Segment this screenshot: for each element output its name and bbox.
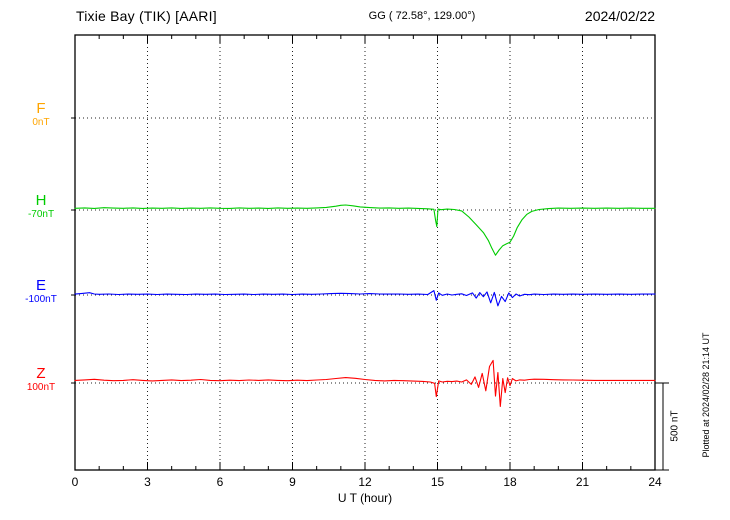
x-tick-label: 9 [289, 475, 296, 489]
x-axis-title: U T (hour) [337, 491, 393, 505]
channel-letter: H [35, 192, 47, 209]
plotted-timestamp: Plotted at 2024/02/28 21:14 UT [701, 332, 711, 458]
x-tick-label: 0 [71, 475, 79, 489]
x-tick-label: 18 [503, 475, 517, 489]
x-tick-label: 12 [358, 475, 372, 489]
channel-label-z: Z 100nT [10, 365, 72, 394]
page-title: Tixie Bay (TIK) [AARI] [76, 8, 217, 24]
trace-z [74, 359, 656, 408]
channel-letter: Z [36, 365, 46, 382]
channel-label-e: E -100nT [10, 277, 72, 306]
coordinates-label: GG ( 72.58°, 129.00°) [368, 10, 476, 22]
x-tick-label: 3 [144, 475, 151, 489]
x-axis-tick-labels: 0 3 6 9 12 15 18 21 24 [0, 475, 730, 489]
x-tick-label: 15 [430, 475, 445, 489]
scale-bar-label: 500 nT [669, 410, 681, 442]
x-tick-label: 21 [575, 475, 590, 489]
channel-baseline-value: -100nT [25, 294, 57, 305]
channel-baseline-value: 0nT [32, 117, 50, 128]
channel-letter: F [36, 100, 46, 117]
trace-h [74, 204, 656, 256]
channel-baseline-value: -70nT [27, 209, 55, 220]
channel-label-h: H -70nT [10, 192, 72, 221]
date-label: 2024/02/22 [584, 8, 655, 24]
x-tick-label: 24 [648, 475, 662, 489]
x-tick-label: 6 [216, 475, 224, 489]
channel-letter: E [35, 277, 46, 294]
trace-e [74, 290, 656, 307]
channel-label-f: F 0nT [10, 100, 72, 129]
channel-baseline-value: 100nT [26, 382, 56, 393]
